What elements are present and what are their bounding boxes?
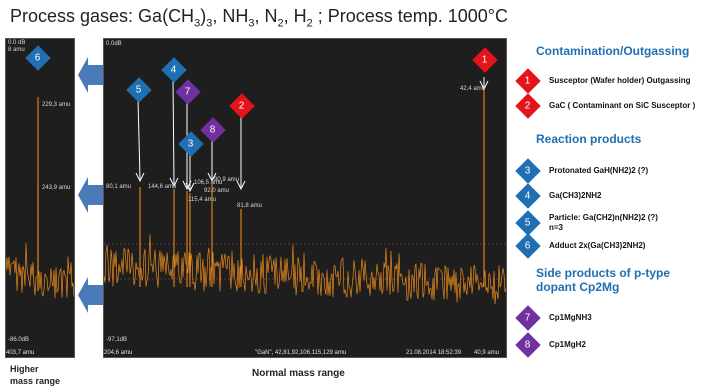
- legend-item-2: 2 GaC ( Contaminant on SiC Susceptor ): [515, 93, 695, 119]
- contamination-heading: Contamination/Outgassing: [536, 44, 690, 58]
- side-products-heading-2: dopant Cp2Mg: [536, 280, 620, 294]
- legend-diamond-1: 1: [515, 68, 541, 94]
- peak-label-92: 92,0 amu: [204, 188, 230, 194]
- legend-item-7: 7 Cp1MgNH3: [515, 305, 592, 331]
- left-top-db-label: 0.0 dB: [8, 40, 26, 46]
- mass-range-arrows: [78, 57, 106, 313]
- peak-label-106: 106,5 amu: [194, 180, 223, 186]
- legend-diamond-5: 5: [515, 210, 541, 236]
- left-bottom-amu: 403,7 amu: [6, 350, 35, 356]
- main-top-db-label: 0.0dB: [106, 41, 122, 47]
- marker-2: 2: [229, 93, 255, 119]
- marker-pointers: [135, 77, 489, 193]
- main-bottom-db-label: -97,1dB: [106, 337, 128, 343]
- legend-diamond-3: 3: [515, 158, 541, 184]
- higher-mass-caption-1: Higher: [10, 364, 39, 374]
- spectrum-trace: [104, 234, 506, 305]
- peak-label-42: 42,4 amu: [460, 86, 486, 92]
- left-marker-6: 6: [25, 45, 51, 71]
- marker-1: 1: [472, 47, 498, 73]
- main-left-amu: 204,6 amu: [104, 350, 133, 356]
- marker-4: 4: [161, 57, 187, 83]
- legend-diamond-4: 4: [515, 183, 541, 209]
- legend-diamond-7: 7: [515, 305, 541, 331]
- arrow-left-3: [78, 277, 106, 313]
- marker-8: 8: [200, 117, 226, 143]
- peak-label-144: 144,6 amu: [148, 184, 177, 190]
- marker-7: 7: [175, 79, 201, 105]
- legend-item-3: 3 Protonated GaH(NH2)2 (?): [515, 158, 648, 184]
- normal-mass-spectrum-panel: 0.0dB -97,1dB 1 5 4 7 2 8 3 42,4 amu 80,…: [103, 38, 507, 358]
- peak-label-81: 81,8 amu: [237, 203, 263, 209]
- left-peak-label-1: 229,3 amu: [42, 102, 71, 108]
- left-peak-label-2: 243,9 amu: [42, 185, 71, 191]
- side-products-heading-1: Side products of p-type: [536, 266, 671, 280]
- legend-diamond-8: 8: [515, 332, 541, 358]
- main-spectrum-svg: [104, 89, 506, 305]
- higher-mass-spectrum-panel: 0.0 dB 8 amu -86.0dB 6 229,3 amu 243,9 a…: [5, 38, 75, 358]
- legend-diamond-2: 2: [515, 93, 541, 119]
- main-status-text: "GaN", 42,81,92,106,115,129 amu: [255, 350, 347, 356]
- left-bottom-db-label: -86.0dB: [8, 337, 30, 343]
- legend-item-6: 6 Adduct 2x(Ga(CH3)2NH2): [515, 233, 645, 259]
- main-timestamp: 21.08.2014 18:52:39: [406, 350, 462, 356]
- spectrum-trace: [6, 243, 74, 299]
- legend-item-5: 5 Particle: Ga(CH2)n(NH2)2 (?) n=3: [515, 210, 658, 236]
- marker-3: 3: [178, 131, 204, 157]
- legend-item-8: 8 Cp1MgH2: [515, 332, 586, 358]
- peak-label-80: 80,1 amu: [106, 184, 132, 190]
- legend-item-4: 4 Ga(CH3)2NH2: [515, 183, 601, 209]
- arrow-left-1: [78, 57, 106, 93]
- page-title: Process gases: Ga(CH3)3, NH3, N2, H2 ; P…: [10, 6, 509, 30]
- peak-label-90: 90,9 amu: [214, 177, 240, 183]
- legend-diamond-6: 6: [515, 233, 541, 259]
- peak-label-115: 115,4 amu: [188, 197, 216, 203]
- left-spectrum-svg: [6, 97, 74, 299]
- reaction-heading: Reaction products: [536, 132, 642, 146]
- legend-item-1: 1 Susceptor (Wafer holder) Outgassing: [515, 68, 691, 94]
- normal-mass-caption: Normal mass range: [252, 368, 345, 379]
- marker-5: 5: [126, 77, 152, 103]
- higher-mass-caption-2: mass range: [10, 376, 61, 386]
- arrow-left-2: [78, 177, 106, 213]
- main-right-amu: 40,9 amu: [474, 350, 500, 356]
- left-top-amu-label: 8 amu: [8, 47, 25, 53]
